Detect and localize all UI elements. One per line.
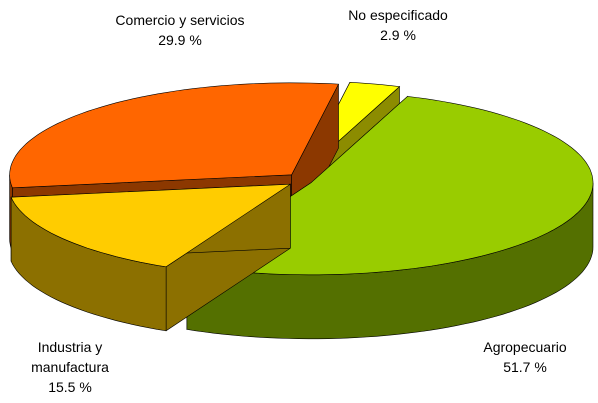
category-label: No especificado [348,7,448,23]
slice [10,183,292,268]
value-label: 51.7 % [503,359,547,375]
category-label: Comercio y servicios [115,12,245,28]
value-label: 29.9 % [158,32,202,48]
slice [9,82,339,189]
slice-label: Industria y manufactura 15.5 % [0,337,140,397]
category-label: Agropecuario [483,339,567,355]
value-label: 15.5 % [48,379,92,395]
value-label: 2.9 % [380,27,416,43]
slice-label: No especificado 2.9 % [328,5,468,45]
category-label: Industria y manufactura [31,339,109,375]
slice-label: Agropecuario 51.7 % [455,337,595,377]
slice-label: Comercio y servicios 29.9 % [110,10,250,50]
